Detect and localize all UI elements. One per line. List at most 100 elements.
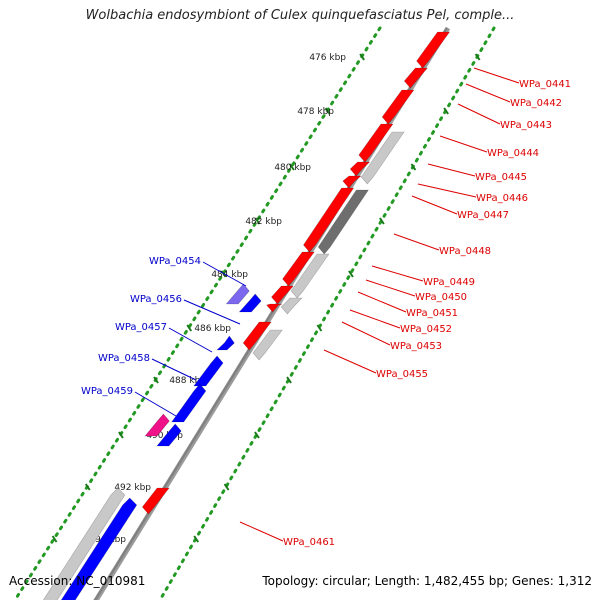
ruler-tick: [474, 53, 481, 61]
ruler-tick: [289, 163, 295, 171]
accession-text: Accession: NC_010981: [9, 574, 146, 588]
forward-gene-label: WPa_0452: [400, 324, 452, 335]
ruler-tick: [254, 217, 261, 225]
forward-gene-label: WPa_0441: [519, 79, 571, 90]
reverse-label-leader: [183, 299, 241, 325]
reverse-label-leader: [168, 327, 213, 353]
forward-gene-label: WPa_0446: [476, 193, 528, 204]
gene-wpa0451: [271, 285, 295, 305]
gene-wpa0459b: [144, 413, 170, 437]
gene-wpa0442: [403, 67, 429, 89]
forward-label-leader: [239, 521, 284, 542]
forward-label-leader: [371, 265, 424, 282]
forward-gene-label: WPa_0444: [487, 148, 539, 159]
ruler-tick: [379, 217, 385, 225]
forward-label-leader: [427, 163, 476, 177]
forward-gene-label: WPa_0453: [390, 341, 442, 352]
gene-wpa0443: [381, 89, 415, 125]
reverse-gene-label: WPa_0457: [115, 322, 167, 333]
gene-wpa0459: [171, 383, 207, 423]
gene-wpa0453: [242, 321, 272, 351]
ruler-tick: [193, 535, 200, 543]
ruler-tick-label: 490 kbp: [146, 431, 183, 441]
gene-wpa0452: [266, 303, 283, 313]
ruler-tick: [153, 376, 159, 384]
ruler-tick: [286, 376, 292, 384]
ruler-tick: [223, 483, 230, 491]
gene-gray-0455: [252, 329, 283, 361]
reverse-label-leader: [202, 261, 247, 287]
ruler-tick-label: 482 kbp: [245, 217, 282, 227]
ruler-tick-label: 492 kbp: [114, 483, 151, 493]
forward-gene-label: WPa_0455: [376, 369, 428, 380]
forward-label-leader: [393, 233, 440, 251]
gene-wpa0456: [238, 293, 262, 313]
gene-gray-0444: [360, 131, 405, 185]
forward-label-leader: [365, 279, 416, 297]
forward-label-leader: [417, 183, 477, 198]
ruler-tick-label: 486 kbp: [194, 324, 231, 334]
ruler-tick-label: 488 kbp: [169, 376, 206, 386]
ruler-tick: [51, 535, 58, 543]
forward-label-leader: [323, 349, 377, 374]
forward-gene-label: WPa_0448: [439, 246, 491, 257]
forward-gene-label: WPa_0461: [283, 537, 335, 548]
ruler-tick-label: 478 kbp: [297, 107, 334, 117]
gene-wpa0461: [141, 487, 170, 515]
gene-wpa0445: [349, 161, 371, 177]
forward-label-leader: [357, 291, 407, 313]
forward-gene-label: WPa_0449: [423, 277, 475, 288]
ruler-tick: [118, 431, 124, 439]
genome-title: Wolbachia endosymbiont of Culex quinquef…: [85, 8, 515, 23]
forward-gene-label: WPa_0451: [406, 308, 458, 319]
ruler-tick-label: 476 kbp: [309, 53, 346, 63]
ruler-tick-label: 484 kbp: [211, 270, 248, 280]
ruler-tick: [254, 431, 260, 439]
gene-reverse-0460: [156, 423, 182, 447]
forward-gene-label: WPa_0445: [475, 172, 527, 183]
ruler-tick: [443, 107, 449, 115]
reverse-gene-label: WPa_0459: [81, 386, 133, 397]
gene-wpa0458: [193, 355, 224, 387]
gene-wpa0444: [358, 123, 394, 163]
topology-text: Topology: circular; Length: 1,482,455 bp…: [262, 574, 592, 588]
gene-gray-left: [42, 487, 126, 600]
forward-gene-label: WPa_0442: [510, 98, 562, 109]
ruler-left-dots: [13, 26, 382, 600]
gene-wpa0449: [282, 251, 315, 287]
forward-label-leader: [457, 103, 501, 125]
gene-wpa0454: [225, 283, 250, 305]
ruler-tick: [359, 53, 365, 61]
gene-gray-0452: [280, 297, 303, 315]
reverse-label-leader: [151, 358, 197, 381]
gene-wpa0457: [216, 335, 235, 351]
ruler-tick: [410, 163, 417, 171]
forward-label-leader: [439, 135, 488, 153]
ruler-tick: [316, 324, 323, 332]
ruler-right-dots: [158, 26, 496, 600]
ruler-tick: [186, 324, 193, 332]
reverse-label-leader: [134, 391, 177, 417]
reverse-gene-label: WPa_0458: [98, 353, 150, 364]
forward-gene-label: WPa_0450: [415, 292, 467, 303]
ruler-tick: [324, 107, 331, 115]
gene-reverse-long: [60, 497, 138, 600]
ruler-tick-label: 480 kbp: [274, 163, 311, 173]
forward-label-leader: [411, 195, 458, 215]
ruler-tick: [84, 483, 91, 491]
gene-wpa0441: [416, 31, 451, 69]
forward-label-leader: [473, 67, 520, 84]
ruler-tick: [348, 270, 354, 278]
gene-gray-0447: [317, 189, 369, 255]
gene-wpa0446: [342, 175, 362, 189]
forward-label-leader: [465, 83, 511, 103]
forward-gene-label: WPa_0447: [457, 210, 509, 221]
gene-wpa0448: [303, 187, 355, 253]
forward-label-leader: [349, 309, 401, 329]
reverse-gene-label: WPa_0454: [149, 256, 201, 267]
forward-label-leader: [341, 321, 391, 346]
gene-gray-0450: [290, 253, 330, 299]
forward-gene-label: WPa_0443: [500, 120, 552, 131]
